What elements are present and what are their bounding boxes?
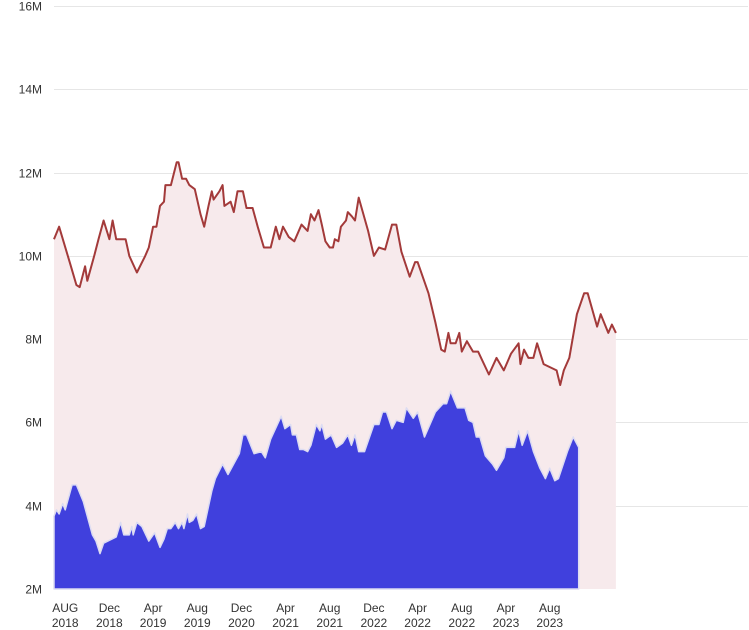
x-tick-month-label: Aug xyxy=(319,601,340,615)
x-tick-month-label: Dec xyxy=(231,601,252,615)
upper-series-line xyxy=(53,161,617,386)
x-tick-year-label: 2021 xyxy=(272,616,299,630)
x-tick-month-label: Apr xyxy=(144,601,163,615)
x-tick-month-label: Apr xyxy=(408,601,427,615)
chart-lines xyxy=(53,161,617,386)
y-tick-label: 10M xyxy=(19,250,42,264)
x-tick-year-label: 2022 xyxy=(361,616,388,630)
x-tick-month-label: Apr xyxy=(497,601,516,615)
x-tick-month-label: Dec xyxy=(99,601,120,615)
x-tick-year-label: 2018 xyxy=(52,616,79,630)
x-tick-year-label: 2019 xyxy=(184,616,211,630)
x-tick-month-label: Aug xyxy=(539,601,560,615)
x-tick-year-label: 2022 xyxy=(448,616,475,630)
y-tick-label: 8M xyxy=(25,333,42,347)
x-tick-year-label: 2020 xyxy=(228,616,255,630)
x-tick-month-label: Aug xyxy=(451,601,472,615)
y-tick-label: 16M xyxy=(19,0,42,14)
y-axis: 2M 4M 6M 8M 10M 12M 14M 16M xyxy=(19,0,42,597)
y-tick-label: 2M xyxy=(25,583,42,597)
x-tick-month-label: Aug xyxy=(187,601,208,615)
x-tick-year-label: 2021 xyxy=(316,616,343,630)
x-tick-year-label: 2019 xyxy=(140,616,167,630)
x-tick-year-label: 2023 xyxy=(493,616,520,630)
lower-series-area xyxy=(53,390,580,590)
x-tick-year-label: 2023 xyxy=(536,616,563,630)
x-tick-month-label: Apr xyxy=(276,601,295,615)
chart-areas xyxy=(53,162,616,590)
y-tick-label: 14M xyxy=(19,83,42,97)
x-axis: AUG2018Dec2018Apr2019Aug2019Dec2020Apr20… xyxy=(52,601,564,630)
y-tick-label: 4M xyxy=(25,500,42,514)
x-tick-month-label: Dec xyxy=(363,601,384,615)
y-tick-label: 12M xyxy=(19,167,42,181)
x-tick-month-label: AUG xyxy=(52,601,78,615)
x-tick-year-label: 2018 xyxy=(96,616,123,630)
x-tick-year-label: 2022 xyxy=(404,616,431,630)
y-tick-label: 6M xyxy=(25,416,42,430)
